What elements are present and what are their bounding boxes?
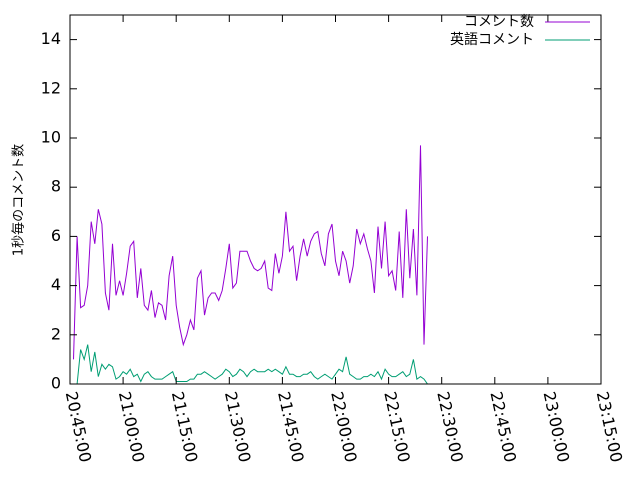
x-tick-label: 22:30:00 [433, 390, 467, 464]
x-tick-label: 23:15:00 [593, 390, 627, 464]
y-axis: 0 2 4 6 8 10 12 14 [41, 29, 601, 393]
x-tick-label: 23:00:00 [540, 390, 574, 464]
x-tick-label: 22:45:00 [486, 390, 520, 464]
y-tick-label: 6 [51, 226, 61, 245]
x-tick-label: 21:00:00 [115, 390, 149, 464]
x-tick-label: 20:45:00 [62, 390, 96, 464]
x-tick-label: 21:45:00 [274, 390, 308, 464]
y-tick-label: 10 [41, 128, 61, 147]
y-tick-label: 2 [51, 324, 61, 343]
plot-frame [69, 14, 602, 385]
x-tick-label: 22:15:00 [380, 390, 414, 464]
legend-label: コメント数 [464, 14, 534, 30]
y-tick-label: 12 [41, 78, 61, 97]
x-axis: 20:45:00 21:00:00 21:15:00 21:30:00 21:45:00… [62, 15, 627, 464]
series-line-0 [73, 145, 428, 360]
x-tick-label: 21:30:00 [221, 390, 255, 464]
legend-label: 英語コメント [450, 31, 534, 48]
y-tick-label: 0 [51, 374, 61, 393]
y-tick-label: 8 [51, 177, 61, 196]
y-tick-label: 4 [51, 275, 61, 294]
series-line-1 [73, 344, 428, 385]
y-tick-label: 14 [41, 29, 61, 48]
x-tick-label: 22:00:00 [327, 390, 361, 464]
x-tick-label: 21:15:00 [168, 390, 202, 464]
y-axis-label: 1秒毎のコメント数 [11, 144, 27, 256]
series-lines [73, 145, 428, 385]
